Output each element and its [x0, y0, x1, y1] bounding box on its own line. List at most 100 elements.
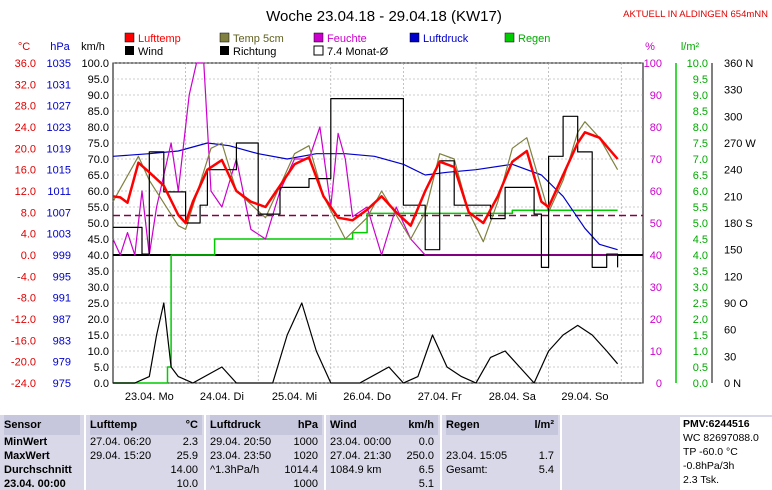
legend-swatch-temp5cm [219, 32, 230, 43]
tick-label-pressure: 1023 [47, 122, 71, 134]
tick-label-wind: 50.0 [88, 218, 109, 230]
stats-header-temp: Lufttemp °C [90, 415, 202, 435]
tick-label-pressure: 1031 [47, 79, 71, 91]
stats-pmv-extra: 2.3 Tsk. [683, 474, 719, 486]
stats-header-wind-label: Wind [330, 419, 357, 431]
stats-header-temp-unit: °C [185, 419, 198, 431]
stats-header-pressure: Luftdruck hPa [210, 415, 322, 435]
tick-label-temp: 8.0 [21, 207, 36, 219]
tick-label-rain: 8.0 [693, 122, 708, 134]
tick-label-humidity: 80 [650, 122, 662, 134]
stats-pressure-max-date: 23.04. 23:50 [210, 450, 272, 462]
tick-label-temp: -16.0 [11, 335, 36, 347]
stats-header-rain: Regen l/m² [446, 415, 558, 435]
tick-label-humidity: 60 [650, 186, 662, 198]
legend-label-richtung: Richtung [233, 46, 276, 58]
stats-temp-min-value: 2.3 [182, 436, 198, 448]
tick-label-direction: 180 S [724, 218, 753, 230]
stats-label-max: MaxWert [4, 450, 50, 462]
tick-label-pressure: 991 [53, 293, 71, 305]
x-tick-label: 28.04. Sa [489, 391, 537, 403]
stats-rain-max-value: 1.7 [538, 450, 554, 462]
stats-rain-max: 23.04. 15:05 1.7 [446, 449, 558, 463]
tick-label-direction: 210 [724, 191, 742, 203]
stats-wind-avg-value: 6.5 [418, 464, 434, 476]
tick-label-temp: 4.0 [21, 229, 36, 241]
x-tick-label: 23.04. Mo [125, 391, 174, 403]
tick-label-pressure: 995 [53, 271, 71, 283]
stats-wind-min-date: 23.04. 00:00 [330, 436, 392, 448]
stats-pressure-max: 23.04. 23:50 1020 [210, 449, 322, 463]
stats-wind-avg-note: 1084.9 km [330, 464, 382, 476]
tick-label-humidity: 20 [650, 314, 662, 326]
stats-wind-min-value: 0.0 [418, 436, 434, 448]
tick-label-direction: 330 [724, 85, 742, 97]
unit-pressure: hPa [50, 41, 70, 53]
stats-temp-min: 27.04. 06:20 2.3 [90, 435, 202, 449]
stats-pmv-box: PMV:6244516 WC 82697088.0 TP -60.0 °C -0… [680, 417, 772, 490]
stats-temp-avg-value: 14.00 [170, 464, 198, 476]
chart-title: Woche 23.04.18 - 29.04.18 (KW17) [266, 8, 502, 25]
tick-label-rain: 6.0 [693, 186, 708, 198]
legend-swatch-lufttemp [124, 32, 135, 43]
stats-temp-min-date: 27.04. 06:20 [90, 436, 152, 448]
tick-label-wind: 25.0 [88, 298, 109, 310]
stats-header-sensor: Sensor [4, 415, 80, 435]
grid [112, 62, 644, 384]
stats-pressure-min: 29.04. 20:50 1000 [210, 435, 322, 449]
tick-label-pressure: 987 [53, 314, 71, 326]
tick-label-rain: 3.5 [693, 266, 708, 278]
tick-label-wind: 30.0 [88, 282, 109, 294]
series-line-luftdruck [112, 142, 618, 251]
series [112, 62, 643, 384]
stats-pressure-start: 1000 [210, 477, 322, 490]
stats-header-pressure-unit: hPa [297, 419, 318, 431]
tick-label-wind: 85.0 [88, 106, 109, 118]
stats-rain-total-value: 5.4 [538, 464, 554, 476]
stats-rain-start [446, 477, 558, 490]
legend-swatch-regen [504, 32, 515, 43]
tick-label-direction: 300 [724, 111, 742, 123]
stats-rain-total-label: Gesamt: [446, 464, 488, 476]
tick-label-wind: 35.0 [88, 266, 109, 278]
tick-label-direction: 0 N [724, 378, 741, 390]
series-line-richtung [113, 98, 619, 268]
stats-panel: Sensor MinWert MaxWert Durchschnitt 23.0… [0, 415, 772, 490]
tick-label-rain: 7.0 [693, 154, 708, 166]
stats-pressure-avg-value: 1014.4 [284, 464, 318, 476]
tick-label-direction: 360 N [724, 58, 753, 70]
tick-label-wind: 95.0 [88, 74, 109, 86]
stats-pmv-trend: -0.8hPa/3h [683, 460, 735, 472]
tick-label-rain: 5.5 [693, 202, 708, 214]
tick-label-rain: 4.5 [693, 234, 708, 246]
tick-label-temp: 0.0 [21, 250, 36, 262]
stats-pmv-tp: TP -60.0 °C [683, 446, 738, 458]
stats-label-start: 23.04. 00:00 [4, 478, 66, 490]
tick-label-humidity: 10 [650, 346, 662, 358]
stats-temp-max-value: 25.9 [176, 450, 198, 462]
legend-swatch-luftdruck [409, 32, 420, 43]
tick-label-pressure: 975 [53, 378, 71, 390]
x-tick-label: 27.04. Fr [418, 391, 462, 403]
tick-label-wind: 20.0 [88, 314, 109, 326]
tick-label-wind: 70.0 [88, 154, 109, 166]
stats-header-rain-unit: l/m² [534, 419, 554, 431]
stats-divider [560, 415, 562, 490]
stats-col-pressure: Luftdruck hPa 29.04. 20:50 1000 23.04. 23:… [210, 415, 322, 490]
tick-label-rain: 6.5 [693, 170, 708, 182]
stats-col-sensor: Sensor MinWert MaxWert Durchschnitt 23.0… [4, 415, 80, 490]
stats-temp-avg: 14.00 [90, 463, 202, 477]
x-tick-label: 25.04. Mi [272, 391, 317, 403]
tick-label-wind: 75.0 [88, 138, 109, 150]
stats-label-avg: Durchschnitt [4, 464, 72, 476]
stats-divider [324, 415, 326, 490]
tick-label-pressure: 1015 [47, 165, 71, 177]
tick-label-temp: 20.0 [15, 143, 36, 155]
tick-label-rain: 0.0 [693, 378, 708, 390]
stats-wind-avg: 1084.9 km 6.5 [330, 463, 438, 477]
tick-label-temp: 24.0 [15, 122, 36, 134]
tick-label-humidity: 90 [650, 90, 662, 102]
stats-pmv-wc: WC 82697088.0 [683, 432, 759, 444]
stats-divider [440, 415, 442, 490]
tick-label-temp: -4.0 [17, 271, 36, 283]
